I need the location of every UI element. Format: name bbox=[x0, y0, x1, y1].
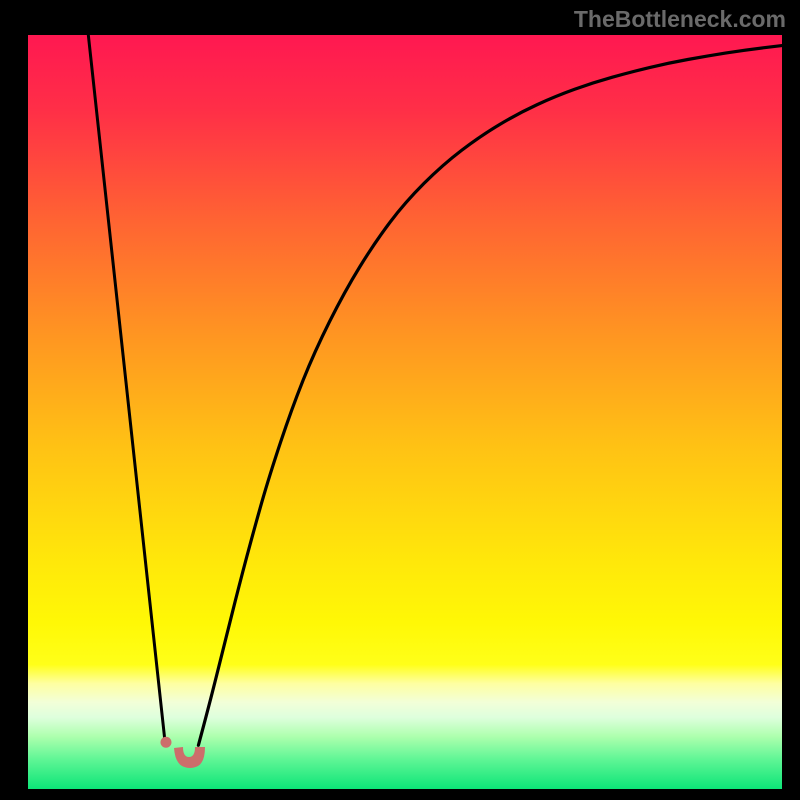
watermark-text: TheBottleneck.com bbox=[574, 6, 786, 33]
plot-area bbox=[28, 35, 782, 789]
gradient-background bbox=[28, 35, 782, 789]
chart-container: TheBottleneck.com bbox=[0, 0, 800, 800]
marker-dot bbox=[160, 737, 171, 748]
plot-svg bbox=[28, 35, 782, 789]
